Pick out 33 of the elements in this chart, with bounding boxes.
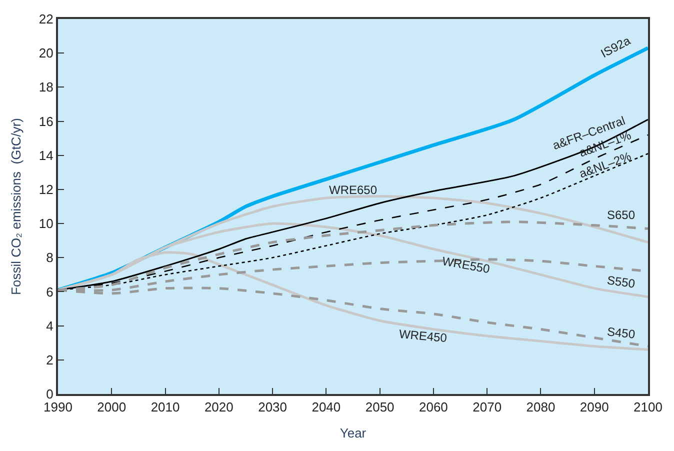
y-tick-label: 18 xyxy=(38,80,54,95)
series-label: S650 xyxy=(607,208,636,222)
y-tick-label: 8 xyxy=(46,250,54,266)
y-axis-title: Fossil CO₂ emissions (GtC/yr) xyxy=(8,118,24,295)
x-tick-label: 2080 xyxy=(526,400,556,415)
x-tick-label: 2060 xyxy=(418,400,448,415)
y-tick-label: 4 xyxy=(46,318,54,334)
x-axis-title: Year xyxy=(340,426,367,441)
x-tick-label: 2100 xyxy=(634,400,662,415)
y-tick-label: 14 xyxy=(38,148,54,163)
text: S550 xyxy=(606,273,636,291)
x-tick-label: 1990 xyxy=(44,400,72,415)
text: WRE550 xyxy=(441,254,492,276)
text: S450 xyxy=(606,324,636,342)
x-tick-label: 2000 xyxy=(97,400,126,415)
series-label: WRE650 xyxy=(329,183,378,197)
x-tick-label: 2050 xyxy=(365,400,394,415)
x-tick-label: 2040 xyxy=(312,400,341,415)
y-tick-label: 16 xyxy=(38,114,54,129)
series-label: WRE450 xyxy=(398,326,448,346)
y-tick-label: 2 xyxy=(46,352,54,368)
y-tick-label: 10 xyxy=(38,216,54,232)
y-tick-label: 12 xyxy=(38,182,54,197)
y-tick-label: 6 xyxy=(46,284,54,300)
x-tick-label: 2090 xyxy=(580,400,609,415)
x-tick-label: 2070 xyxy=(472,400,502,415)
x-tick-label: 2020 xyxy=(204,400,234,415)
x-tick-label: 2030 xyxy=(258,400,288,415)
y-tick-label: 0 xyxy=(46,386,54,402)
y-tick-label: 20 xyxy=(38,46,54,61)
text: IS92a xyxy=(598,33,633,61)
y-tick-label: 22 xyxy=(38,12,54,27)
x-tick-label: 2010 xyxy=(150,400,180,415)
